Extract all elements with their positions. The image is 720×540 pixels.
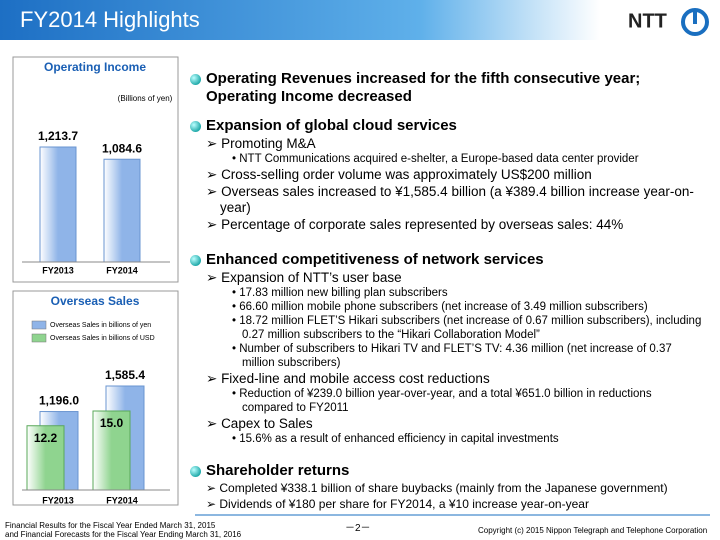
heading-line: Expansion of global cloud services xyxy=(206,117,457,134)
logo-icon xyxy=(681,8,709,36)
sub-item-text: 66.60 million mobile phone subscribers (… xyxy=(239,301,648,313)
copyright: Copyright (c) 2015 Nippon Telegraph and … xyxy=(478,526,708,535)
footer-line: Financial Results for the Fiscal Year En… xyxy=(5,521,216,530)
value-label: 1,213.7 xyxy=(38,129,78,143)
heading-line: Shareholder returns xyxy=(206,462,350,479)
item-text: Percentage of corporate sales represente… xyxy=(221,217,624,232)
section-heading: Operating Revenues increased for the fif… xyxy=(190,70,705,106)
bullet-icon xyxy=(190,466,201,477)
item-text: Completed ¥338.1 billion of share buybac… xyxy=(219,481,668,495)
bar xyxy=(39,146,77,263)
section-heading: Enhanced competitiveness of network serv… xyxy=(190,251,705,269)
bullet-item: ➢ Completed ¥338.1 billion of share buyb… xyxy=(206,481,668,495)
footer-line: and Financial Forecasts for the Fiscal Y… xyxy=(5,530,242,539)
chart-frame xyxy=(12,56,179,283)
heading-line: Operating Income decreased xyxy=(206,88,412,105)
sub-item-text: 18.72 million FLET’S Hikari subscribers … xyxy=(239,315,702,341)
item-text: Overseas sales increased to ¥1,585.4 bil… xyxy=(220,184,694,215)
unit-label: (Billions of yen) xyxy=(118,94,173,103)
section-heading: Shareholder returns xyxy=(190,462,705,480)
bullet-icon xyxy=(190,255,201,266)
value-label: 15.0 xyxy=(100,416,124,430)
item-text: Expansion of NTT’s user base xyxy=(221,270,402,285)
heading-line: Enhanced competitiveness of network serv… xyxy=(206,251,544,268)
legend-label: Overseas Sales in billions of USD xyxy=(50,335,155,342)
bar xyxy=(26,425,65,491)
sub-item: • Number of subscribers to Hikari TV and… xyxy=(232,343,672,369)
item-text: Capex to Sales xyxy=(221,416,313,431)
bullet-item: ➢ Promoting M&A xyxy=(206,136,316,151)
bullet-item: ➢ Overseas sales increased to ¥1,585.4 b… xyxy=(206,184,694,215)
bullet-item: ➢ Percentage of corporate sales represen… xyxy=(206,217,624,232)
bullet-icon xyxy=(190,121,201,132)
page-number: －2－ xyxy=(345,523,371,534)
sub-item-text: 15.6% as a result of enhanced efficiency… xyxy=(239,433,559,445)
x-tick-label: FY2013 xyxy=(42,495,74,505)
sub-item-text: NTT Communications acquired e-shelter, a… xyxy=(239,153,639,165)
section: Shareholder returns ➢ Completed ¥338.1 bi… xyxy=(190,462,705,512)
header-title: FY2014 Highlights xyxy=(20,7,200,32)
bullet-item: ➢ Fixed-line and mobile access cost redu… xyxy=(206,371,490,386)
legend-swatch xyxy=(31,333,47,343)
x-tick-label: FY2014 xyxy=(106,495,138,505)
sub-item: • 66.60 million mobile phone subscribers… xyxy=(232,301,648,313)
bar xyxy=(92,410,131,491)
value-label: 12.2 xyxy=(34,431,58,445)
sub-item-text: 17.83 million new billing plan subscribe… xyxy=(239,287,448,299)
chart-title: Overseas Sales xyxy=(51,294,140,308)
sub-item: • NTT Communications acquired e-shelter,… xyxy=(232,153,639,165)
chart-title: Operating Income xyxy=(44,60,146,74)
section: Enhanced competitiveness of network serv… xyxy=(190,251,705,446)
legend-label: Overseas Sales in billions of yen xyxy=(50,322,151,329)
sub-item: • Reduction of ¥239.0 billion year-over-… xyxy=(232,388,652,414)
item-text: Fixed-line and mobile access cost reduct… xyxy=(221,371,490,386)
bullet-item: ➢ Cross-selling order volume was approxi… xyxy=(206,167,592,182)
header-band xyxy=(0,0,600,40)
section-heading: Expansion of global cloud services xyxy=(190,117,705,135)
logo-text: NTT xyxy=(628,10,667,32)
bullet-item: ➢ Expansion of NTT’s user base xyxy=(206,270,402,285)
value-label: 1,084.6 xyxy=(102,141,142,155)
x-tick-label: FY2014 xyxy=(106,265,138,275)
footer-left: Financial Results for the Fiscal Year En… xyxy=(5,521,241,539)
item-text: Promoting M&A xyxy=(221,136,316,151)
sub-item: • 15.6% as a result of enhanced efficien… xyxy=(232,433,559,445)
heading-line: Operating Revenues increased for the fif… xyxy=(206,70,641,87)
bar xyxy=(103,158,141,263)
bullet-item: ➢ Dividends of ¥180 per share for FY2014… xyxy=(206,497,589,511)
value-label: 1,585.4 xyxy=(105,368,145,382)
sub-item: • 17.83 million new billing plan subscri… xyxy=(232,287,448,299)
value-label: 1,196.0 xyxy=(39,394,79,408)
legend-swatch xyxy=(31,320,47,330)
x-tick-label: FY2013 xyxy=(42,265,74,275)
sub-item-text: Number of subscribers to Hikari TV and F… xyxy=(239,343,672,369)
sub-item-text: Reduction of ¥239.0 billion year-over-ye… xyxy=(239,388,652,414)
section: Expansion of global cloud services ➢ Prom… xyxy=(190,117,705,233)
section: Operating Revenues increased for the fif… xyxy=(190,70,705,106)
bullet-item: ➢ Capex to Sales xyxy=(206,416,313,431)
item-text: Cross-selling order volume was approxima… xyxy=(221,167,592,182)
item-text: Dividends of ¥180 per share for FY2014, … xyxy=(219,497,589,511)
sub-item: • 18.72 million FLET’S Hikari subscriber… xyxy=(232,315,702,341)
bullet-icon xyxy=(190,74,201,85)
